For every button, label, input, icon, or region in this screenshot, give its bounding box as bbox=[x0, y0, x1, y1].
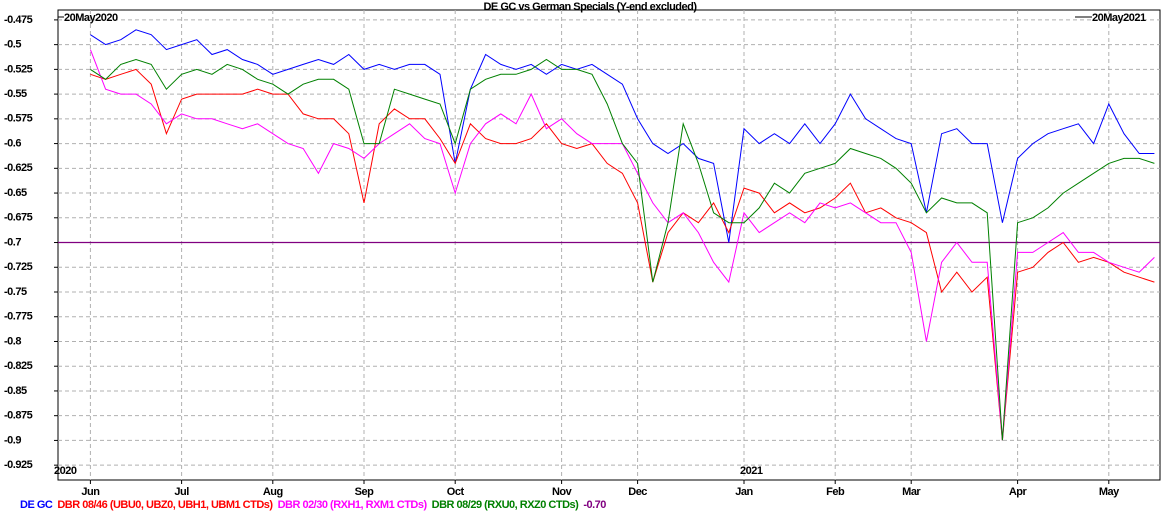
x-tick-label: Nov bbox=[552, 486, 573, 498]
y-tick-label: -0.9 bbox=[4, 434, 21, 446]
series-line bbox=[90, 68, 1155, 441]
x-tick-label: Mar bbox=[902, 486, 921, 498]
y-tick-label: -0.725 bbox=[4, 261, 33, 273]
range-label: 20May2020 bbox=[64, 12, 118, 24]
year-label: 2020 bbox=[54, 465, 77, 477]
x-tick-label: Jul bbox=[174, 486, 189, 498]
y-tick-label: -0.575 bbox=[4, 113, 33, 125]
legend-entry: DBR 08/29 (RXU0, RXZ0 CTDs) bbox=[431, 499, 579, 511]
series-line bbox=[89, 49, 1155, 441]
x-tick-label: Sep bbox=[355, 486, 374, 498]
series-line bbox=[90, 58, 1155, 441]
x-tick-label: May bbox=[1099, 486, 1120, 498]
y-tick-label: -0.925 bbox=[4, 459, 33, 471]
x-tick-label: Feb bbox=[826, 486, 845, 498]
y-tick-label: -0.55 bbox=[4, 88, 27, 100]
y-tick-label: -0.625 bbox=[4, 162, 33, 174]
y-tick-label: -0.75 bbox=[4, 286, 27, 298]
y-tick-label: -0.475 bbox=[4, 14, 33, 26]
x-tick-label: Jun bbox=[81, 486, 100, 498]
chart: DE GC vs German Specials (Y-end excluded… bbox=[4, 1, 1161, 498]
chart-title: DE GC vs German Specials (Y-end excluded… bbox=[483, 1, 697, 13]
y-tick-label: -0.675 bbox=[4, 212, 33, 224]
legend: DE GC DBR 08/46 (UBU0, UBZ0, UBH1, UBM1 C… bbox=[20, 499, 611, 511]
x-tick-label: Dec bbox=[628, 486, 647, 498]
legend-entry: DBR 02/30 (RXH1, RXM1 CTDs) bbox=[277, 499, 428, 511]
range-label: 20May2021 bbox=[1092, 12, 1146, 24]
x-tick-label: Apr bbox=[1009, 486, 1028, 498]
y-tick-label: -0.775 bbox=[4, 311, 33, 323]
y-tick-label: -0.65 bbox=[4, 187, 27, 199]
plot-frame bbox=[57, 9, 1161, 481]
x-tick-label: Aug bbox=[263, 486, 283, 498]
y-tick-label: -0.875 bbox=[4, 410, 33, 422]
x-tick-label: Oct bbox=[447, 486, 465, 498]
legend-entry: DE GC bbox=[20, 499, 53, 511]
y-tick-label: -0.8 bbox=[4, 335, 21, 347]
y-tick-label: -0.85 bbox=[4, 385, 27, 397]
legend-entry: DBR 08/46 (UBU0, UBZ0, UBH1, UBM1 CTDs) bbox=[57, 499, 273, 511]
y-tick-label: -0.6 bbox=[4, 137, 21, 149]
y-tick-label: -0.525 bbox=[4, 63, 33, 75]
year-label: 2021 bbox=[740, 465, 763, 477]
x-tick-label: Jan bbox=[735, 486, 753, 498]
legend-entry: -0.70 bbox=[583, 499, 606, 511]
y-tick-label: -0.5 bbox=[4, 39, 21, 51]
y-tick-label: -0.825 bbox=[4, 360, 33, 372]
series-line bbox=[90, 29, 1155, 243]
y-tick-label: -0.7 bbox=[4, 236, 21, 248]
